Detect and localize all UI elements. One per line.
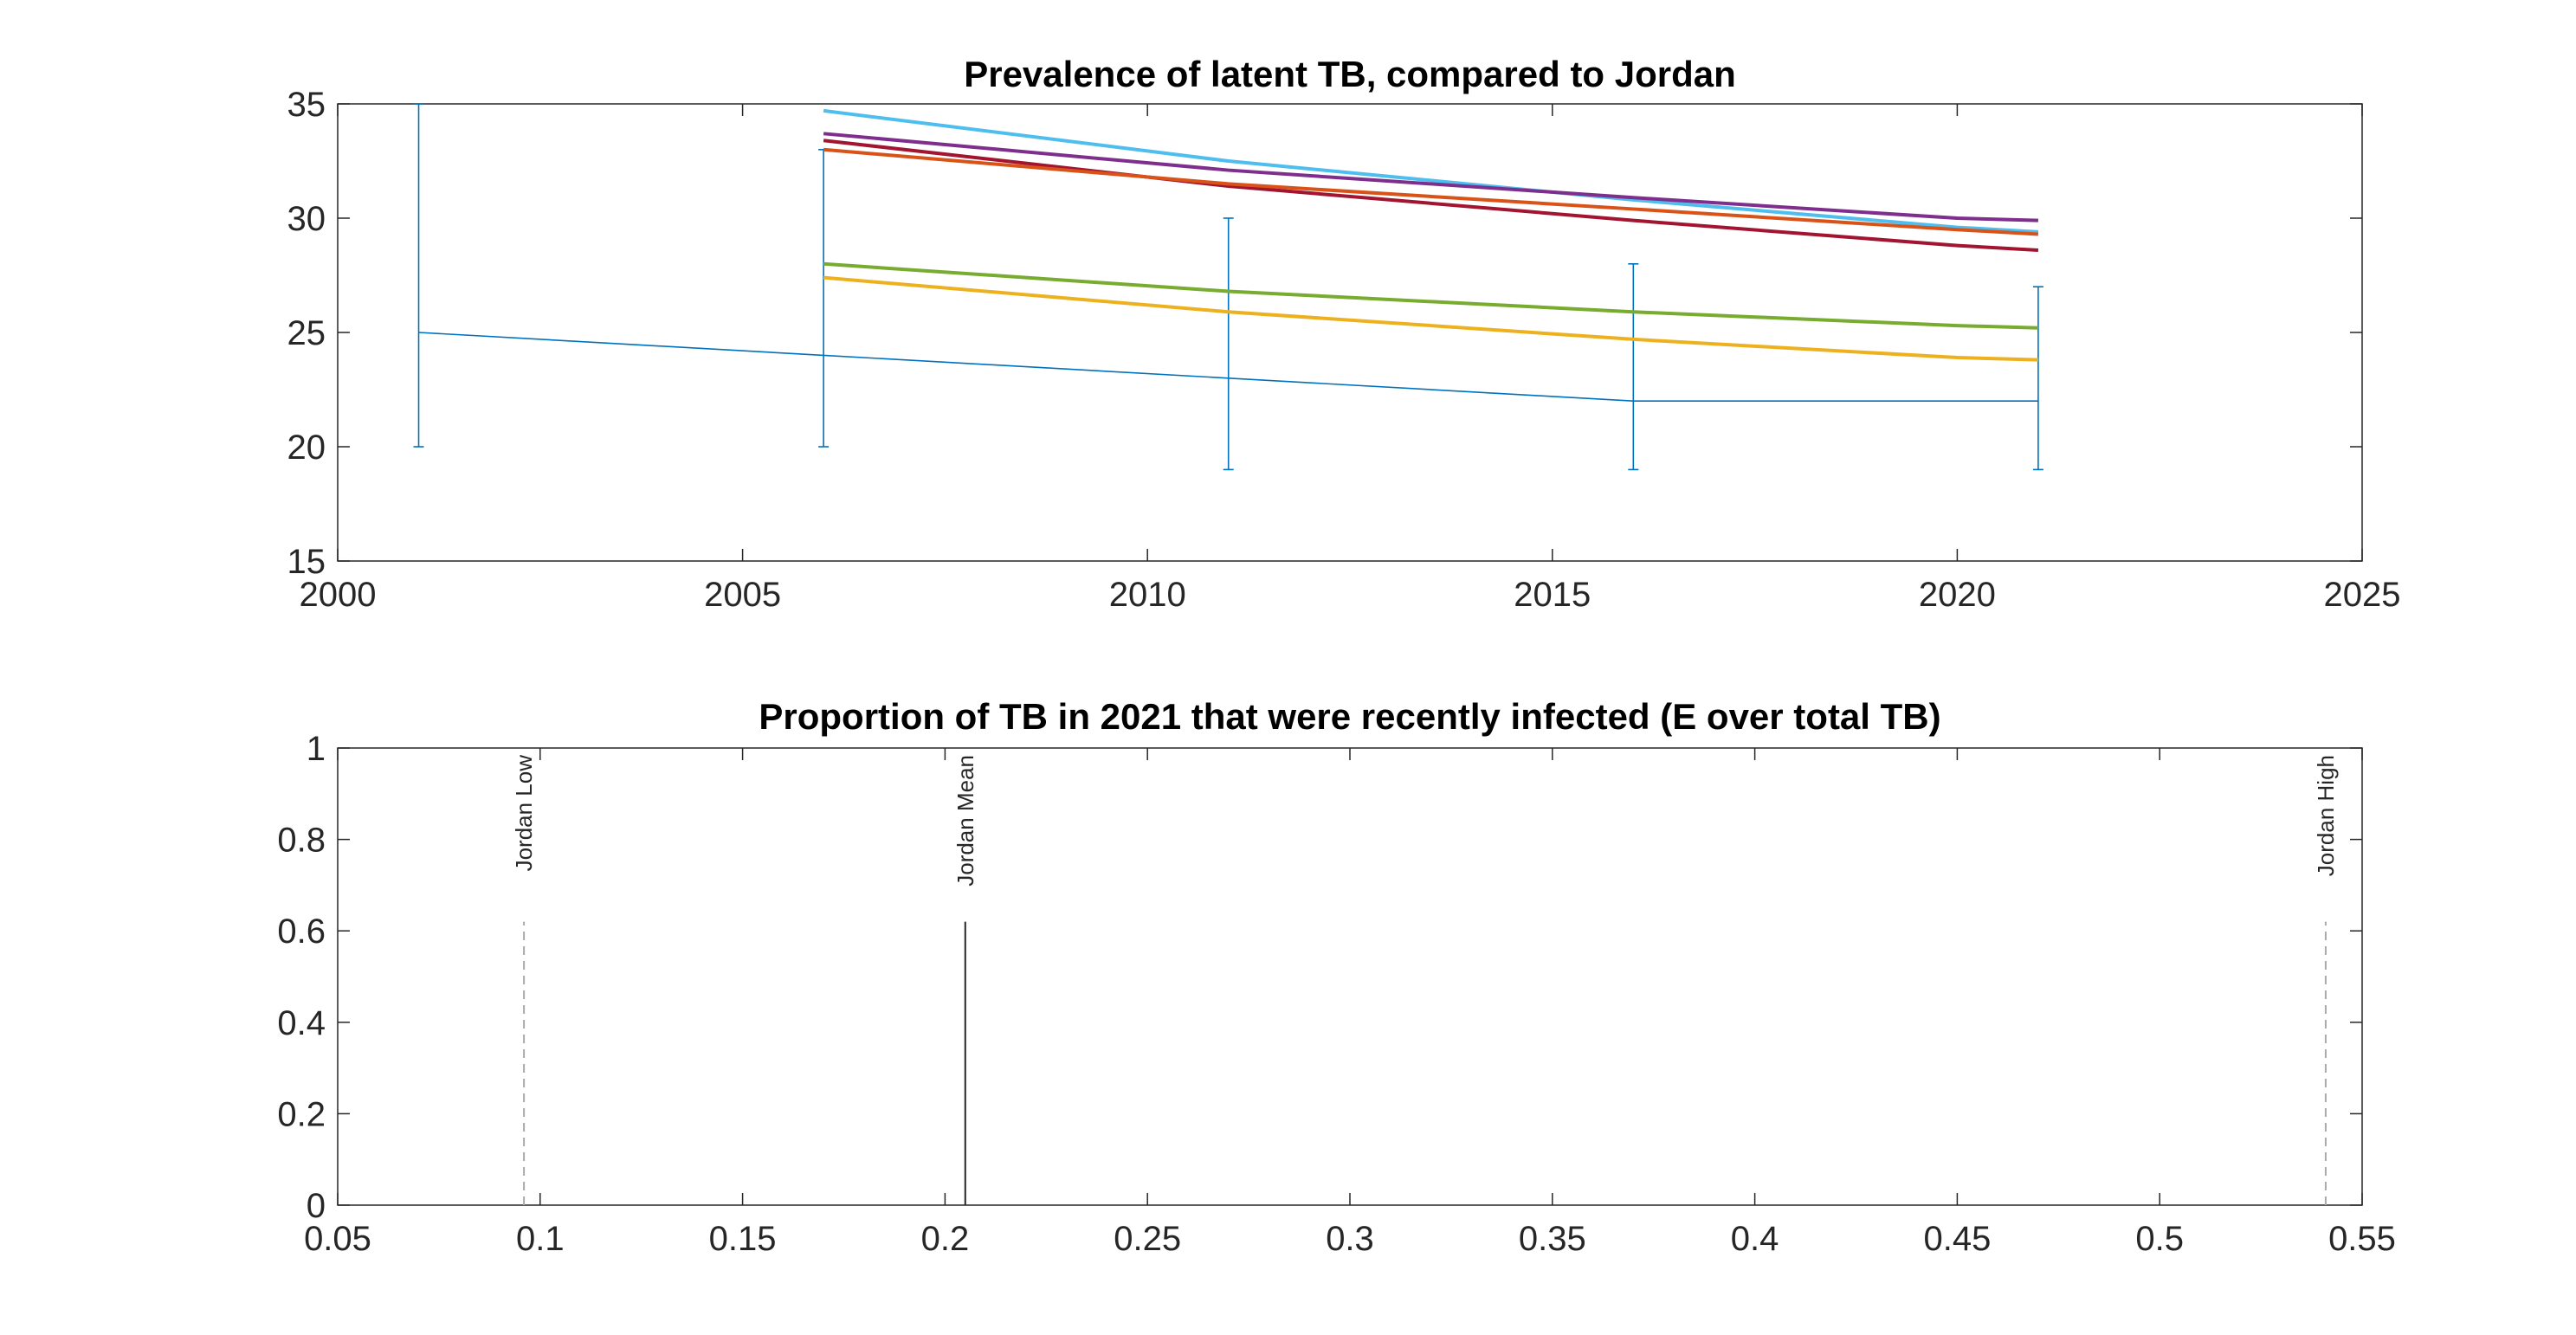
x-tick-label: 2025 [2324,576,2401,614]
x-tick-label: 2000 [300,576,377,614]
series-line-2 [823,132,2038,222]
x-tick-label: 0.1 [516,1220,565,1258]
recent-infection-ticks: 0.05 0.1 0.15 0.2 0.25 0.3 0.35 0.4 0.45 0.5 0.55 0… [277,730,2396,1258]
jordan-high-label: Jordan High [2313,755,2339,876]
series-line-1 [823,108,2039,234]
x-tick-label: 2015 [1514,576,1591,614]
recent-infection-reference-lines: Jordan Low Jordan Mean Jordan High [511,755,2339,1205]
y-tick-label: 0.6 [277,913,326,951]
jordan-low-label: Jordan Low [511,755,537,872]
series-line-5 [823,261,2038,330]
x-tick-label: 0.25 [1114,1220,1181,1258]
x-tick-label: 0.55 [2328,1220,2396,1258]
recent-infection-plot-area [337,747,2363,1206]
y-tick-label: 0 [307,1187,326,1225]
prevalence-series [413,103,2043,471]
x-tick-label: 2010 [1109,576,1186,614]
recent-infection-chart-title: Proportion of TB in 2021 that were recen… [759,696,1940,737]
y-tick-label: 0.8 [277,822,326,860]
x-tick-label: 0.05 [304,1220,371,1258]
y-tick-label: 35 [287,86,326,124]
x-tick-label: 2005 [704,576,781,614]
recent-infection-chart: 0.05 0.1 0.15 0.2 0.25 0.3 0.35 0.4 0.45 0.5 0.55 0… [277,696,2396,1258]
y-tick-label: 30 [287,200,326,238]
x-tick-label: 0.2 [921,1220,970,1258]
y-tick-label: 1 [307,730,326,768]
x-tick-label: 0.4 [1731,1220,1779,1258]
x-tick-label: 0.3 [1326,1220,1374,1258]
x-tick-label: 2020 [1919,576,1996,614]
y-tick-label: 0.2 [277,1095,326,1133]
x-tick-label: 0.5 [2135,1220,2184,1258]
series-line-4 [823,147,2039,236]
y-tick-label: 0.4 [277,1004,326,1042]
x-tick-label: 0.45 [1923,1220,1991,1258]
y-tick-label: 25 [287,314,326,352]
prevalence-chart-title: Prevalence of latent TB, compared to Jor… [964,54,1736,94]
series-line-6 [823,275,2038,362]
x-tick-label: 0.15 [709,1220,777,1258]
y-tick-label: 20 [287,429,326,467]
x-tick-label: 0.35 [1519,1220,1586,1258]
y-tick-label: 15 [287,543,326,581]
jordan-data-line [418,332,2038,403]
jordan-mean-label: Jordan Mean [952,755,978,887]
